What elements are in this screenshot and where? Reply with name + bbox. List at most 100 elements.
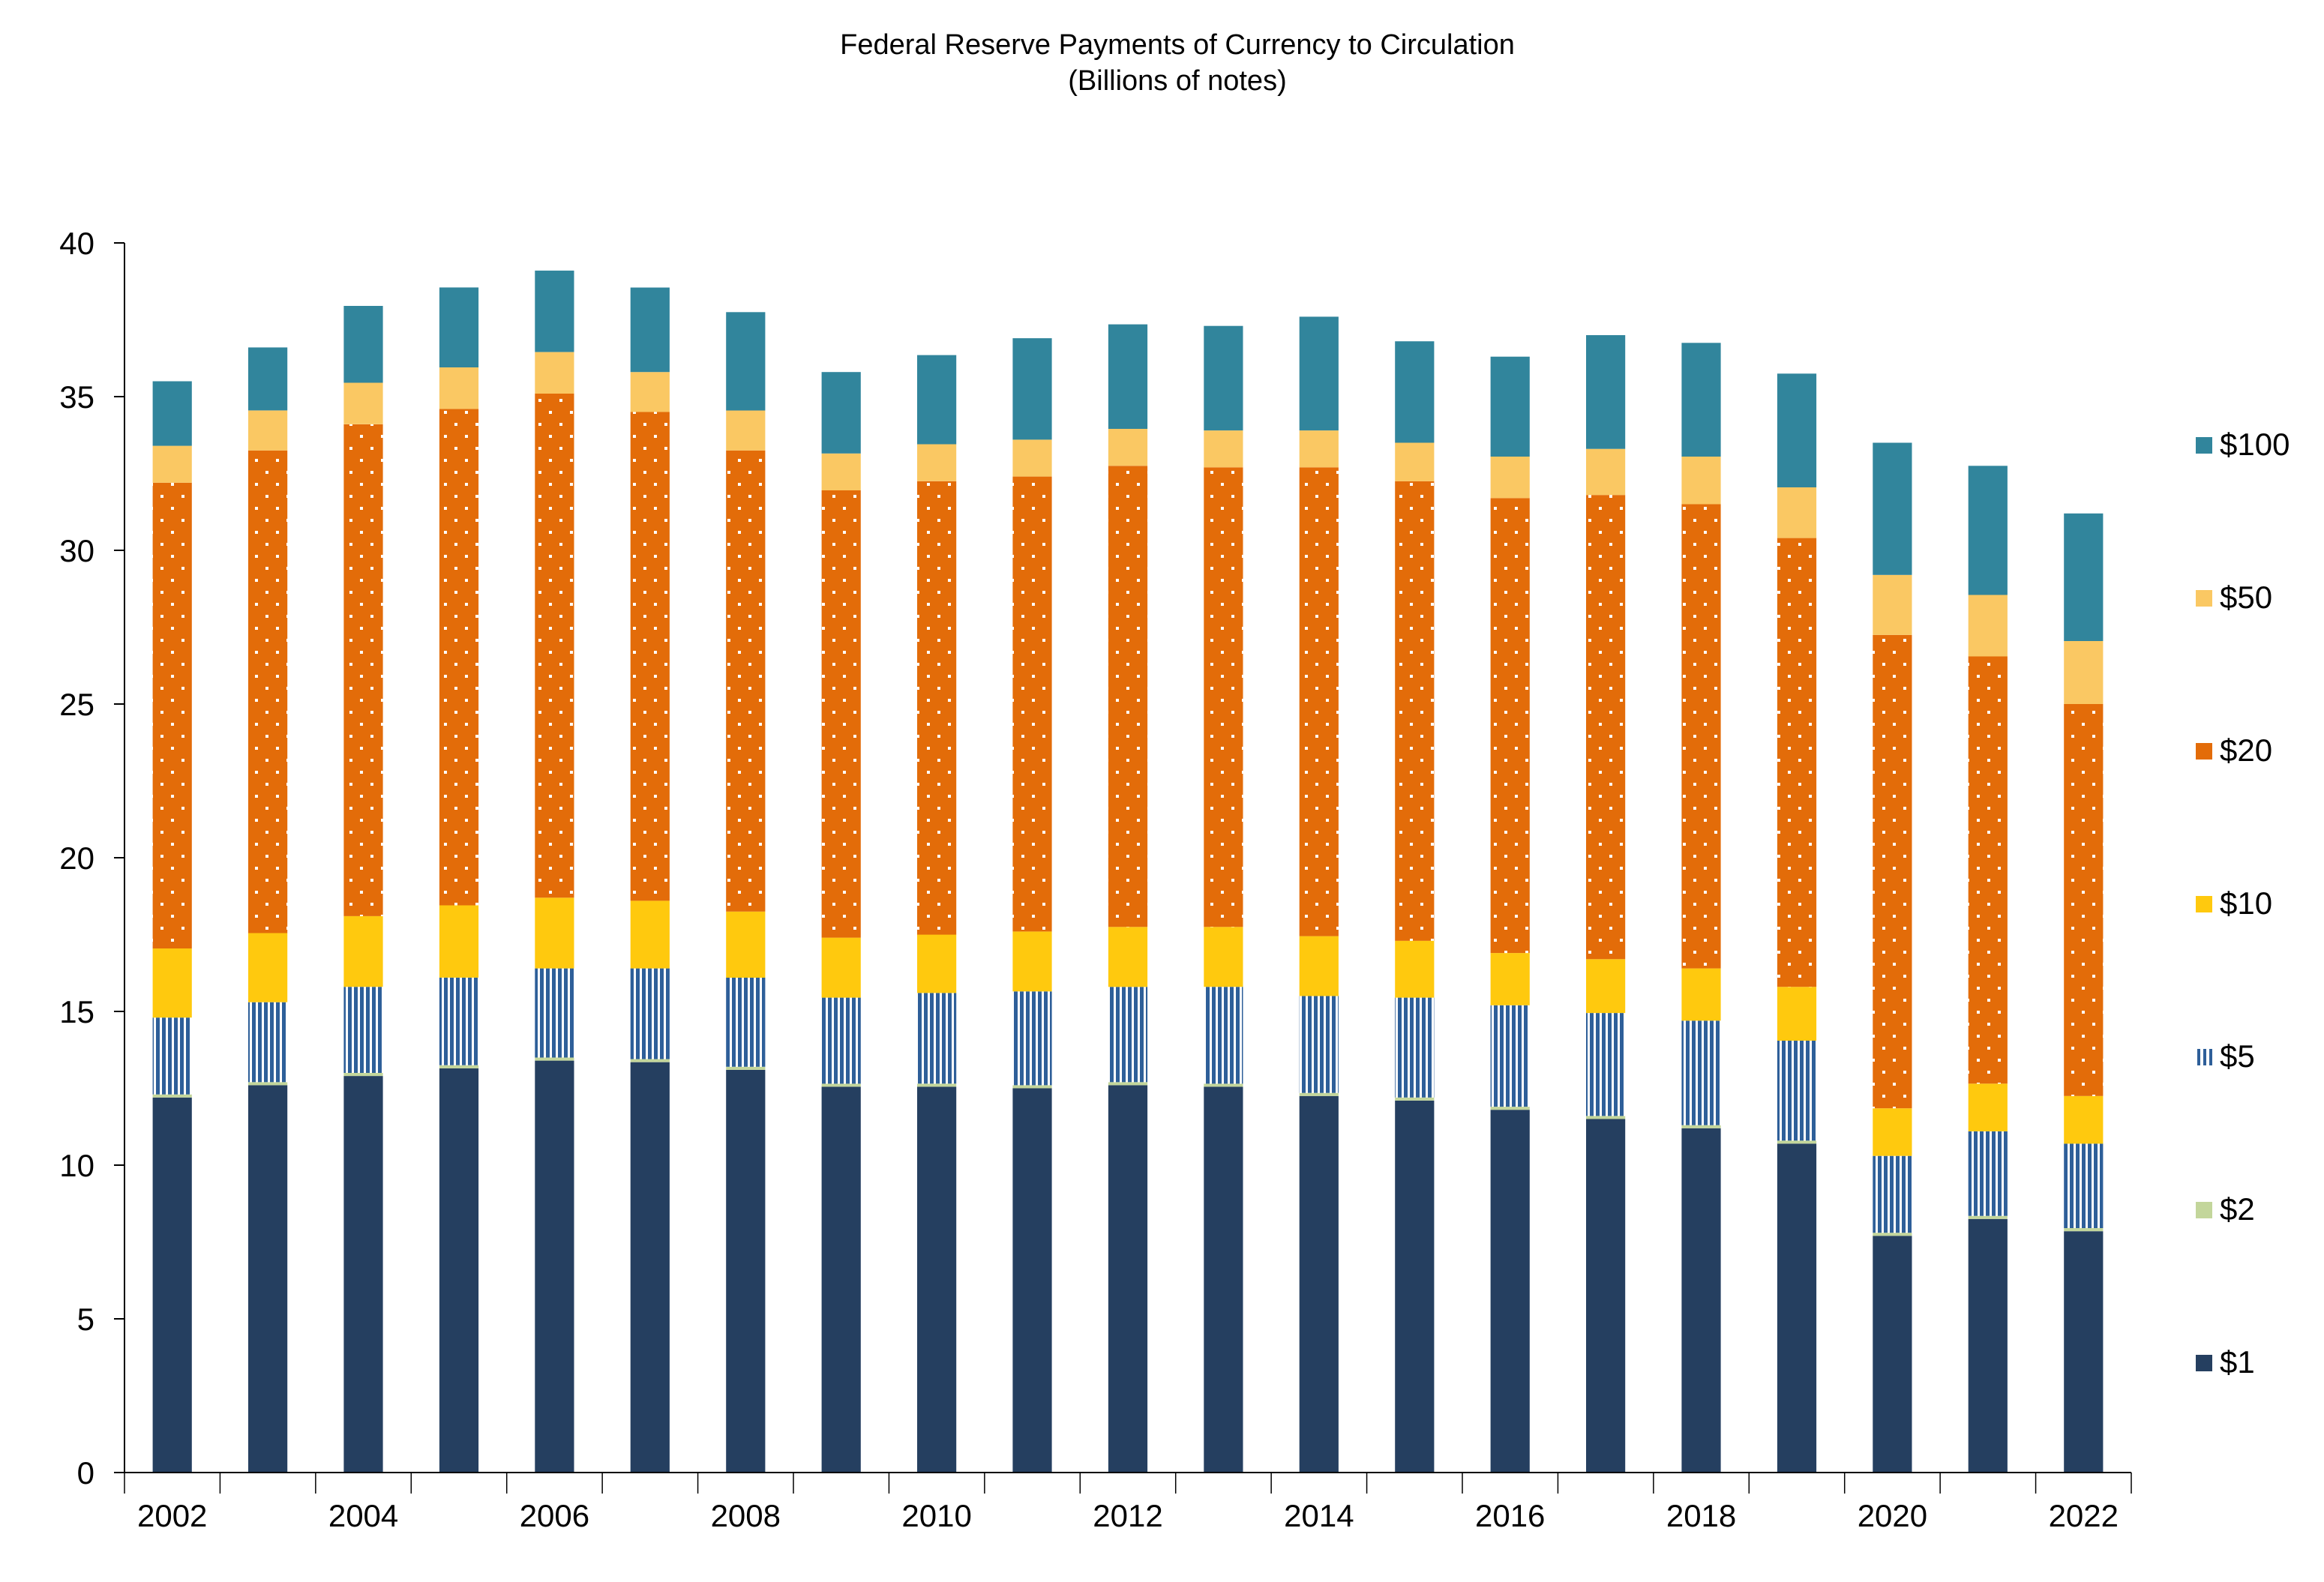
bar-segment-usd5-2019 bbox=[1777, 1041, 1817, 1141]
bar-segment-usd50-2013 bbox=[1204, 430, 1243, 468]
bar-segment-usd20-2017 bbox=[1586, 495, 1626, 960]
bar-segment-usd10-2006 bbox=[535, 897, 574, 969]
bar-segment-usd50-2009 bbox=[821, 453, 861, 490]
bar-segment-usd2-2018 bbox=[1681, 1125, 1721, 1128]
bar-segment-usd10-2008 bbox=[726, 911, 766, 978]
bar-segment-usd5-2006 bbox=[535, 968, 574, 1058]
x-tick-label: 2010 bbox=[901, 1498, 971, 1533]
legend-swatch-icon bbox=[2196, 896, 2212, 912]
bar-segment-usd20-2021 bbox=[1968, 656, 2008, 1084]
legend-item-usd50: $50 bbox=[2196, 580, 2272, 615]
bar-segment-usd2-2022 bbox=[2064, 1228, 2104, 1232]
bar-segment-usd20-2010 bbox=[917, 481, 957, 935]
bar-segment-usd5-2003 bbox=[248, 1002, 288, 1083]
bar-segment-usd100-2008 bbox=[726, 312, 766, 411]
bar-segment-usd100-2012 bbox=[1108, 324, 1148, 429]
bar-segment-usd50-2006 bbox=[535, 352, 574, 394]
x-tick-label: 2012 bbox=[1093, 1498, 1162, 1533]
y-tick-label: 0 bbox=[77, 1455, 94, 1491]
bar-segment-usd2-2016 bbox=[1490, 1107, 1530, 1110]
bar-segment-usd2-2014 bbox=[1299, 1092, 1339, 1096]
bar-segment-usd20-2015 bbox=[1395, 481, 1435, 941]
bar-segment-usd100-2006 bbox=[535, 270, 574, 352]
bar-segment-usd10-2015 bbox=[1395, 940, 1435, 998]
chart-title: Federal Reserve Payments of Currency to … bbox=[0, 27, 2324, 99]
axes-group: 0 5 10 15 20 25 30 35 40 2002 2004 2006 2008 2010 2012… bbox=[59, 226, 2132, 1533]
bar-segment-usd50-2019 bbox=[1777, 487, 1817, 538]
legend-item-usd20: $20 bbox=[2196, 733, 2272, 768]
x-tick-label: 2006 bbox=[520, 1498, 589, 1533]
bar-segment-usd5-2020 bbox=[1873, 1155, 1912, 1233]
legend-label: $100 bbox=[2220, 427, 2290, 462]
bar-segment-usd2-2010 bbox=[917, 1083, 957, 1087]
bar-segment-usd10-2007 bbox=[630, 900, 670, 969]
bar-segment-usd5-2002 bbox=[152, 1017, 192, 1095]
bars-group bbox=[152, 270, 2104, 1473]
bar-segment-usd1-2015 bbox=[1395, 1100, 1435, 1473]
bar-segment-usd50-2021 bbox=[1968, 595, 2008, 657]
bar-segment-usd50-2015 bbox=[1395, 442, 1435, 481]
bar-segment-usd1-2008 bbox=[726, 1069, 766, 1473]
bar-segment-usd2-2020 bbox=[1873, 1233, 1912, 1236]
bar-segment-usd5-2022 bbox=[2064, 1143, 2104, 1228]
bar-segment-usd20-2016 bbox=[1490, 498, 1530, 954]
bar-segment-usd1-2018 bbox=[1681, 1128, 1721, 1473]
legend-item-usd2: $2 bbox=[2196, 1191, 2255, 1227]
legend-label: $5 bbox=[2220, 1038, 2255, 1074]
legend-item-usd10: $10 bbox=[2196, 885, 2272, 921]
bar-segment-usd1-2002 bbox=[152, 1097, 192, 1473]
legend-swatch-icon bbox=[2196, 1355, 2212, 1371]
legend: $100 $50 $20 $10 $5 $2 $1 bbox=[2196, 427, 2290, 1380]
bar-segment-usd50-2003 bbox=[248, 410, 288, 451]
bar-segment-usd100-2019 bbox=[1777, 373, 1817, 487]
legend-label: $50 bbox=[2220, 580, 2272, 615]
legend-swatch-icon bbox=[2196, 437, 2212, 454]
bar-segment-usd2-2015 bbox=[1395, 1097, 1435, 1101]
bar-segment-usd20-2011 bbox=[1012, 476, 1052, 932]
bar-segment-usd100-2010 bbox=[917, 355, 957, 445]
bar-segment-usd50-2020 bbox=[1873, 574, 1912, 635]
bar-segment-usd2-2012 bbox=[1108, 1082, 1148, 1086]
bar-segment-usd1-2019 bbox=[1777, 1143, 1817, 1473]
bar-segment-usd20-2005 bbox=[439, 409, 479, 906]
bar-segment-usd50-2016 bbox=[1490, 457, 1530, 499]
bar-segment-usd20-2013 bbox=[1204, 467, 1243, 927]
y-tick-label: 35 bbox=[59, 379, 94, 415]
bar-segment-usd5-2009 bbox=[821, 997, 861, 1084]
bar-segment-usd2-2013 bbox=[1204, 1083, 1243, 1087]
y-tick-label: 20 bbox=[59, 840, 94, 876]
legend-item-usd1: $1 bbox=[2196, 1344, 2255, 1380]
bar-segment-usd1-2009 bbox=[821, 1086, 861, 1473]
bar-segment-usd2-2006 bbox=[535, 1057, 574, 1061]
bar-segment-usd5-2011 bbox=[1012, 991, 1052, 1086]
bar-segment-usd20-2012 bbox=[1108, 466, 1148, 927]
bar-segment-usd50-2002 bbox=[152, 445, 192, 483]
chart-subtitle: (Billions of notes) bbox=[1068, 65, 1287, 97]
bar-segment-usd1-2007 bbox=[630, 1062, 670, 1473]
bar-segment-usd5-2018 bbox=[1681, 1020, 1721, 1125]
bar-segment-usd2-2005 bbox=[439, 1065, 479, 1068]
bar-segment-usd5-2007 bbox=[630, 968, 670, 1059]
x-tick-label: 2004 bbox=[328, 1498, 398, 1533]
bar-segment-usd100-2021 bbox=[1968, 466, 2008, 595]
bar-segment-usd10-2010 bbox=[917, 934, 957, 993]
x-tick-label: 2002 bbox=[137, 1498, 207, 1533]
legend-swatch-icon bbox=[2196, 590, 2212, 607]
legend-swatch-icon bbox=[2197, 1049, 2212, 1065]
bar-segment-usd20-2019 bbox=[1777, 538, 1817, 987]
x-tick-label: 2016 bbox=[1475, 1498, 1545, 1533]
bar-segment-usd100-2014 bbox=[1299, 316, 1339, 431]
bar-segment-usd50-2018 bbox=[1681, 457, 1721, 505]
bar-segment-usd1-2010 bbox=[917, 1086, 957, 1473]
bar-segment-usd1-2004 bbox=[343, 1076, 383, 1473]
bar-segment-usd100-2007 bbox=[630, 287, 670, 373]
bar-segment-usd20-2006 bbox=[535, 393, 574, 898]
x-tick-label: 2014 bbox=[1284, 1498, 1354, 1533]
bar-segment-usd100-2016 bbox=[1490, 356, 1530, 457]
bar-segment-usd5-2004 bbox=[343, 987, 383, 1073]
bar-segment-usd100-2017 bbox=[1586, 335, 1626, 449]
y-tick-label: 10 bbox=[59, 1148, 94, 1183]
bar-segment-usd2-2007 bbox=[630, 1059, 670, 1062]
legend-label: $10 bbox=[2220, 885, 2272, 921]
bar-segment-usd1-2020 bbox=[1873, 1236, 1912, 1473]
